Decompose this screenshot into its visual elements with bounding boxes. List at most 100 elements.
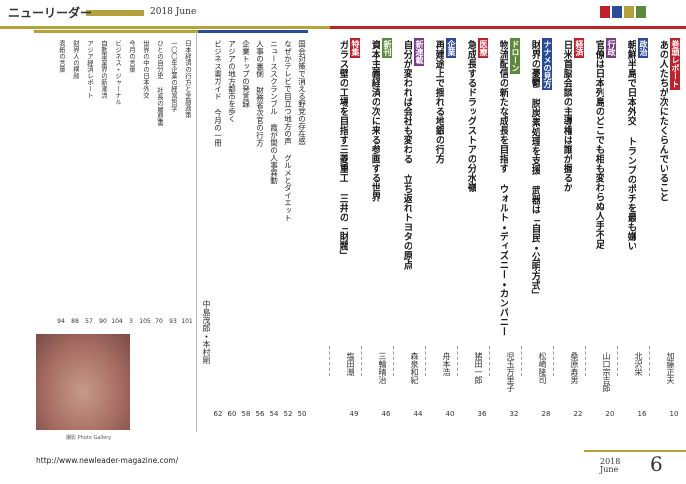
- magazine-title: ニューリーダー: [8, 6, 93, 20]
- feature-title: 自分が変われば会社も変わる 立ち返れトヨタの原点: [402, 40, 412, 270]
- feature-title: ガラス壁の工場を目指す三菱重工 三井の「財閥」: [338, 40, 348, 260]
- color-chip: [600, 6, 610, 18]
- leader-line: [585, 346, 586, 376]
- sub-article-title: 人事の裏側 財務省次官の行方: [256, 40, 264, 147]
- feature-title: 日米首脳会談の主導権は誰が握るか: [562, 40, 572, 192]
- page-ref: 49: [349, 410, 359, 418]
- feature-author: 桑原寿男: [570, 352, 579, 384]
- feature-author: 加藤正夫: [666, 352, 675, 384]
- feature-tag: 医療: [478, 38, 488, 58]
- leader-line: [553, 346, 554, 376]
- top-rule-olive: [0, 26, 330, 29]
- top-rule-red: [330, 26, 686, 29]
- leader-line: [361, 346, 362, 376]
- sub-article-title: 企業トップの発言録: [242, 40, 250, 108]
- sub-article-title: アジアの地方都市を歩く: [228, 40, 236, 123]
- leader-line: [425, 346, 426, 376]
- color-chip: [612, 6, 622, 18]
- page-ref: 105: [139, 318, 151, 325]
- leader-line: [649, 346, 650, 376]
- page-number: 6: [650, 452, 663, 476]
- feature-tag: 政治: [638, 38, 648, 58]
- page-ref: 88: [71, 318, 79, 325]
- color-chip: [624, 6, 634, 18]
- feature-title: あの人たちが次にたくらんでいること: [658, 40, 668, 202]
- column-title: ビジネス・ジャーナル: [114, 40, 121, 105]
- page-ref: 46: [381, 410, 391, 418]
- leader-line: [521, 346, 522, 376]
- feature-title: 物流配信の新たな成長を目指す ウォルト・ディズニー・カンパニー: [498, 40, 508, 336]
- page-ref: 16: [637, 410, 647, 418]
- column-title: 自動車業界の新潮流: [100, 40, 107, 99]
- sub-article-title: なぜかテレビで目立つ地方の声 グルメとダイエット: [284, 40, 292, 222]
- page-ref: 40: [445, 410, 455, 418]
- column-title: 今月の言葉: [128, 40, 135, 73]
- footer-rule: [584, 450, 686, 452]
- page-ref: 60: [227, 410, 237, 418]
- column-title: 一〇〇年企業の経営哲学: [170, 40, 177, 112]
- photo-caption: 撮影 Photo Gallery: [66, 435, 112, 441]
- sub-article-title: 国会対策で消える野党の存在感: [298, 40, 306, 145]
- feature-tag: 新刊: [382, 38, 392, 58]
- feature-author: 児玉万里子: [506, 352, 515, 392]
- feature-author: 松崎隆司: [538, 352, 547, 384]
- page-ref: 58: [241, 410, 251, 418]
- page-ref: 44: [413, 410, 423, 418]
- page-ref: 32: [509, 410, 519, 418]
- page-ref: 28: [541, 410, 551, 418]
- left-block-rule: [34, 30, 198, 33]
- leader-line: [393, 346, 394, 376]
- feature-tag: ナナメの見方: [542, 38, 552, 90]
- feature-title: 財界の憂鬱 脱炭素処理を支援 武器は「自民・公明方式」: [530, 40, 540, 300]
- feature-author: 舟本浩: [442, 352, 451, 376]
- page-ref: 101: [181, 318, 193, 325]
- cover-photo: [36, 334, 130, 430]
- page-ref: 70: [155, 318, 163, 325]
- page-ref: 36: [477, 410, 487, 418]
- page-ref: 54: [269, 410, 279, 418]
- column-title: 表紙の言葉: [58, 40, 65, 73]
- column-title: 世界の中の日本外交: [142, 40, 149, 99]
- page-ref: 56: [255, 410, 265, 418]
- feature-tag: 特集: [350, 38, 360, 58]
- page-ref: 3: [129, 318, 133, 325]
- page-ref: 90: [99, 318, 107, 325]
- column-title: ひとの自分史 社長の履歴書: [156, 40, 163, 126]
- leader-line: [329, 346, 330, 376]
- feature-tag: 新連載: [414, 38, 424, 66]
- feature-author: 三輪晴治: [378, 352, 387, 384]
- feature-title: 再建途上で揺れる地銀の行方: [434, 40, 444, 164]
- block-divider: [196, 32, 197, 432]
- sub-article-title: ビジネス書ガイド 今月の一冊: [214, 40, 222, 147]
- page-ref: 62: [213, 410, 223, 418]
- header-bar: [86, 10, 144, 16]
- page-ref: 104: [111, 318, 123, 325]
- website-url[interactable]: http://www.newleader-magazine.com/: [36, 456, 179, 465]
- column-title: 日本経済の行方と金融政策: [184, 40, 191, 118]
- page-ref: 22: [573, 410, 583, 418]
- sub-article-title: ニューススクランブル 霞が関の人事異動: [270, 40, 278, 184]
- sub-article-author: 中島茂郎・本村剛: [202, 300, 211, 364]
- page-ref: 20: [605, 410, 615, 418]
- feature-tag: 経済: [574, 38, 584, 58]
- issue-date: 2018 June: [150, 7, 197, 17]
- feature-title: 朝鮮半島で日本外交 トランプのポチを最も嫌い: [626, 40, 636, 251]
- feature-author: 猪田一郎: [474, 352, 483, 384]
- page-ref: 52: [283, 410, 293, 418]
- feature-author: 塩田潮: [346, 352, 355, 376]
- page-ref: 93: [169, 318, 177, 325]
- feature-tag: 行政: [606, 38, 616, 58]
- feature-tag: 企業: [446, 38, 456, 58]
- feature-title: 急成長するドラッグストアの分水嶺: [466, 40, 476, 192]
- page-ref: 10: [669, 410, 679, 418]
- color-chip: [636, 6, 646, 18]
- feature-title: 資本主義経済の次に来る参画する世界: [370, 40, 380, 202]
- feature-title: 官僚は日本列島のどこでも相も変わらぬ人手不足: [594, 40, 604, 249]
- column-title: 財界人の横顔: [72, 40, 79, 79]
- feature-author: 北沢栄: [634, 352, 643, 376]
- feature-author: 森泉和紀: [410, 352, 419, 384]
- middle-block-rule: [198, 30, 308, 33]
- leader-line: [617, 346, 618, 376]
- page-ref: 50: [297, 410, 307, 418]
